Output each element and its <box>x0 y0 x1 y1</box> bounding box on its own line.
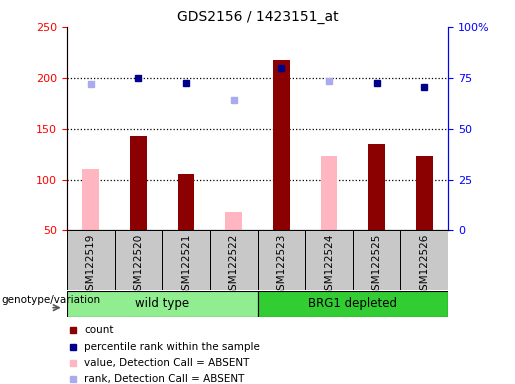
Bar <box>130 136 147 230</box>
Text: wild type: wild type <box>135 297 190 310</box>
Bar <box>258 230 305 290</box>
Bar <box>353 230 401 290</box>
Text: rank, Detection Call = ABSENT: rank, Detection Call = ABSENT <box>84 374 245 384</box>
Text: GSM122520: GSM122520 <box>133 233 143 296</box>
Text: genotype/variation: genotype/variation <box>2 295 100 305</box>
Bar <box>305 230 353 290</box>
Bar <box>178 174 194 230</box>
Bar <box>321 156 337 230</box>
Bar <box>114 230 162 290</box>
Bar <box>67 291 258 317</box>
Text: GSM122525: GSM122525 <box>372 233 382 297</box>
Bar <box>226 212 242 230</box>
Text: BRG1 depleted: BRG1 depleted <box>308 297 397 310</box>
Text: GSM122524: GSM122524 <box>324 233 334 297</box>
Text: value, Detection Call = ABSENT: value, Detection Call = ABSENT <box>84 358 249 368</box>
Text: GSM122522: GSM122522 <box>229 233 238 297</box>
Text: GSM122523: GSM122523 <box>277 233 286 297</box>
Bar <box>273 60 289 230</box>
Bar <box>67 230 115 290</box>
Bar <box>401 230 448 290</box>
Bar <box>416 156 433 230</box>
Bar <box>82 169 99 230</box>
Text: count: count <box>84 326 114 336</box>
Text: GSM122521: GSM122521 <box>181 233 191 297</box>
Bar <box>368 144 385 230</box>
Bar <box>258 291 448 317</box>
Text: GSM122526: GSM122526 <box>419 233 429 297</box>
Title: GDS2156 / 1423151_at: GDS2156 / 1423151_at <box>177 10 338 25</box>
Text: percentile rank within the sample: percentile rank within the sample <box>84 342 260 352</box>
Bar <box>162 230 210 290</box>
Text: GSM122519: GSM122519 <box>86 233 96 297</box>
Bar <box>210 230 258 290</box>
